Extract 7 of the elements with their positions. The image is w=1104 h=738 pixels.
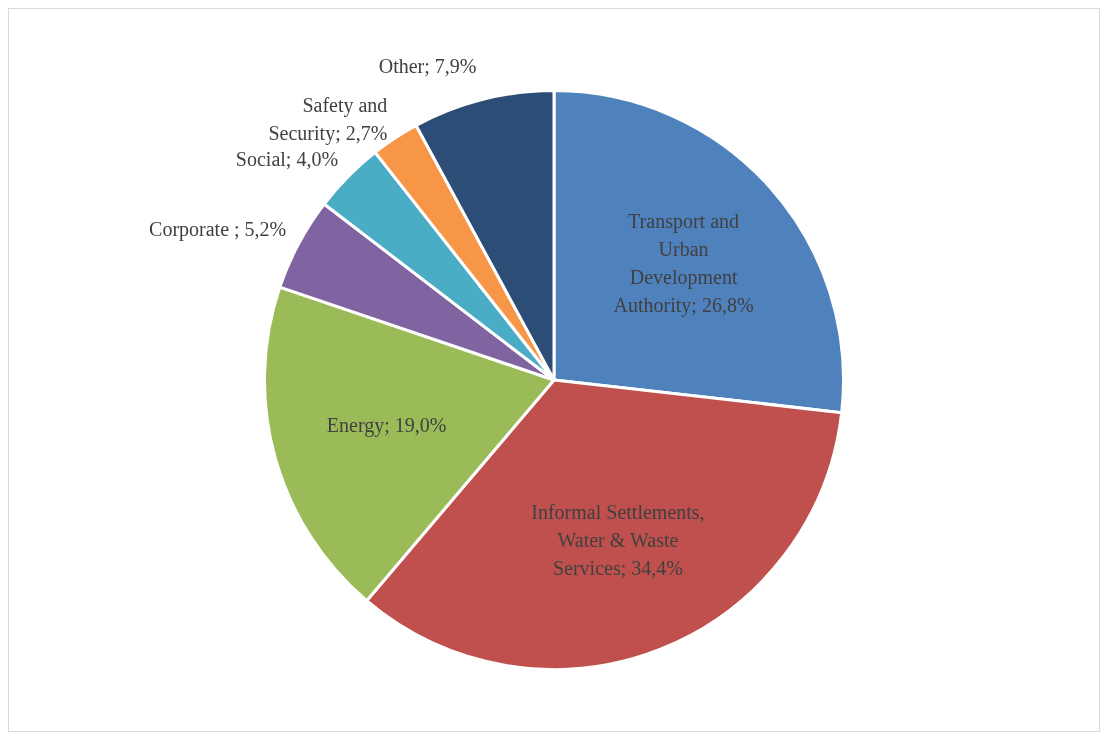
slice-label: Corporate ; 5,2% xyxy=(149,218,287,242)
slice-label: Safety and Security; 2,7% xyxy=(268,93,388,145)
slice-label: Transport and Urban Development Authority; 26,8% xyxy=(613,209,754,317)
slice-label: Energy; 19,0% xyxy=(326,413,447,437)
slice-label: Informal Settlements, Water & Waste Services; 34,4% xyxy=(531,500,705,579)
slice-label: Other; 7,9% xyxy=(378,55,477,78)
slice-label: Social; 4,0% xyxy=(235,148,339,170)
